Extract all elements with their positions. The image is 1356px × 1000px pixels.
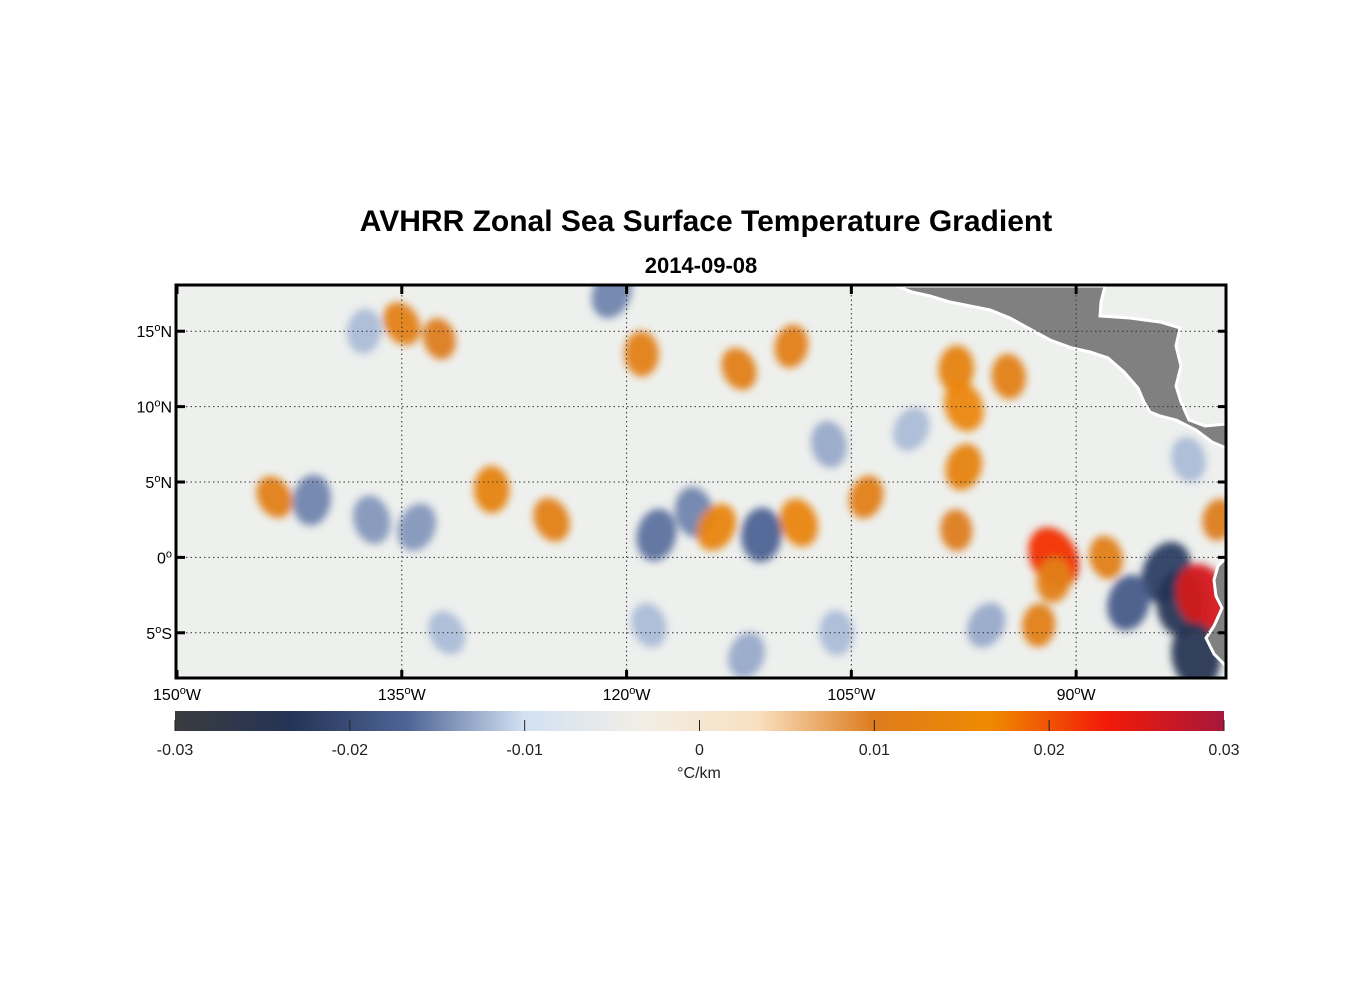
colorbar-tick-label: -0.03 xyxy=(157,742,194,759)
lat-tick-label: 5oN xyxy=(145,473,172,492)
gradient-feature xyxy=(1107,574,1150,631)
gradient-feature xyxy=(352,495,391,544)
gradient-feature xyxy=(1089,535,1124,580)
gradient-feature xyxy=(591,286,632,319)
gradient-feature xyxy=(938,345,975,393)
gradient-feature xyxy=(1036,557,1072,603)
map-plot-area xyxy=(177,286,1226,678)
gradient-feature xyxy=(727,632,766,678)
colorbar-tick-label: 0.03 xyxy=(1208,742,1239,759)
gradient-feature xyxy=(741,507,782,563)
colorbar-tick-label: -0.01 xyxy=(506,742,543,759)
gradient-feature xyxy=(292,474,332,526)
gradient-feature xyxy=(991,353,1026,400)
land-central-america xyxy=(896,286,1226,450)
gradient-feature xyxy=(1170,436,1207,482)
gradient-feature xyxy=(779,498,819,547)
colorbar-tick-label: 0.02 xyxy=(1034,742,1065,759)
gradient-feature xyxy=(533,497,570,542)
gradient-feature xyxy=(940,509,973,552)
gradient-feature xyxy=(849,475,884,519)
longitude-labels: 150oW 135oW 120oW 105oW 90oW xyxy=(153,685,1097,704)
chart-title: AVHRR Zonal Sea Surface Temperature Grad… xyxy=(359,205,1053,238)
gradient-feature xyxy=(624,331,659,377)
latitude-labels: 15oN 10oN 5oN 0o 5oS xyxy=(137,322,172,643)
gradient-feature xyxy=(810,420,847,468)
gradient-field xyxy=(256,286,1226,678)
gradient-feature xyxy=(636,508,677,561)
land-south-america xyxy=(1204,555,1226,669)
lon-tick-label: 105oW xyxy=(827,685,876,704)
lat-tick-label: 10oN xyxy=(137,398,172,417)
gradient-feature xyxy=(473,465,510,514)
gradient-feature xyxy=(256,476,293,518)
colorbar-ticks: -0.03 -0.02 -0.01 0 0.01 0.02 0.03 xyxy=(157,720,1240,759)
colorbar-tick-label: 0 xyxy=(695,742,704,759)
gradient-feature xyxy=(383,302,421,346)
lon-tick-label: 120oW xyxy=(603,685,652,704)
gradient-feature xyxy=(721,347,757,390)
gradient-feature xyxy=(631,602,667,648)
gradient-feature xyxy=(428,611,466,655)
gradient-feature xyxy=(943,381,984,432)
gradient-feature xyxy=(892,407,930,452)
graticule xyxy=(177,286,1226,678)
gradient-feature xyxy=(945,443,983,491)
frame-ticks xyxy=(175,285,1227,679)
lat-tick-label: 0o xyxy=(157,548,172,567)
gradient-feature xyxy=(966,602,1006,648)
gradient-feature xyxy=(1202,498,1226,541)
colorbar-unit-label: °C/km xyxy=(677,765,721,782)
gradient-feature xyxy=(696,503,737,551)
gradient-feature xyxy=(397,503,437,552)
chart-subtitle: 2014-09-08 xyxy=(644,253,758,278)
gradient-feature xyxy=(819,610,854,656)
colorbar-tick-label: -0.02 xyxy=(332,742,369,759)
lon-tick-label: 90oW xyxy=(1057,685,1097,704)
gradient-feature xyxy=(347,308,382,354)
colorbar-tick-label: 0.01 xyxy=(859,742,890,759)
lon-tick-label: 150oW xyxy=(153,685,202,704)
land-mask xyxy=(896,286,1226,669)
gradient-feature xyxy=(774,324,809,368)
gradient-feature xyxy=(422,318,456,360)
lat-tick-label: 5oS xyxy=(146,624,172,643)
lon-tick-label: 135oW xyxy=(378,685,427,704)
gradient-feature xyxy=(1022,603,1056,648)
lat-tick-label: 15oN xyxy=(137,322,172,341)
